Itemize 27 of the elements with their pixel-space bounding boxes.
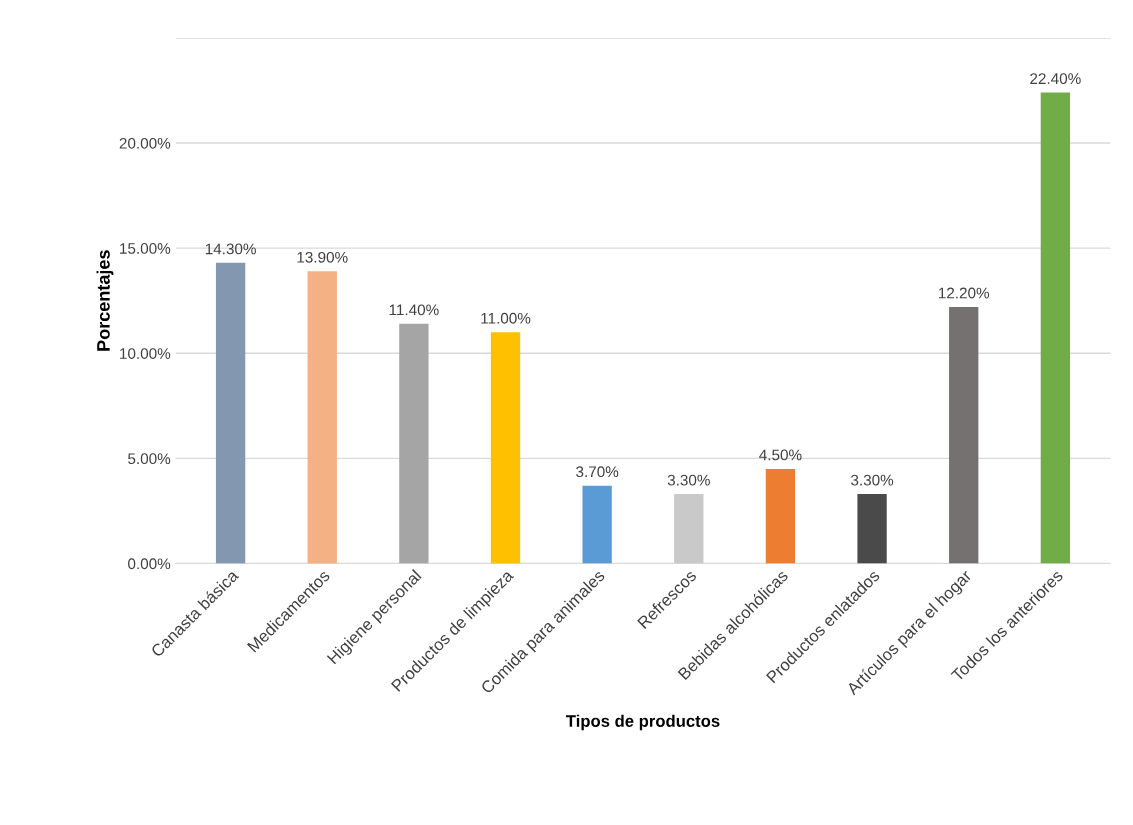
x-axis-title: Tipos de productos	[566, 714, 720, 731]
data-label: 3.30%	[851, 474, 894, 486]
y-tick-label: 0.00%	[128, 558, 171, 570]
data-label: 14.30%	[205, 243, 256, 255]
data-label: 11.00%	[481, 312, 531, 324]
bar	[674, 494, 704, 564]
bar	[490, 332, 521, 564]
data-label: 3.30%	[667, 474, 710, 486]
data-label: 3.70%	[576, 466, 619, 478]
y-axis-title: Porcentajes	[96, 250, 114, 351]
data-label: 4.50%	[759, 449, 802, 461]
bar	[307, 271, 337, 564]
data-label: 12.20%	[938, 287, 990, 299]
y-tick-label: 20.00%	[119, 137, 171, 149]
bar	[1040, 92, 1071, 564]
bar	[215, 262, 246, 564]
y-tick-label: 5.00%	[128, 453, 171, 465]
data-label: 13.90%	[297, 251, 348, 263]
bar	[582, 485, 612, 564]
bar	[765, 468, 796, 564]
data-label: 22.40%	[1030, 73, 1081, 85]
y-tick-label: 10.00%	[120, 348, 171, 359]
bar	[399, 323, 429, 564]
data-label: 11.40%	[389, 304, 439, 316]
y-tick-label: 15.00%	[120, 243, 171, 254]
bar	[857, 494, 887, 564]
bar	[949, 307, 979, 564]
